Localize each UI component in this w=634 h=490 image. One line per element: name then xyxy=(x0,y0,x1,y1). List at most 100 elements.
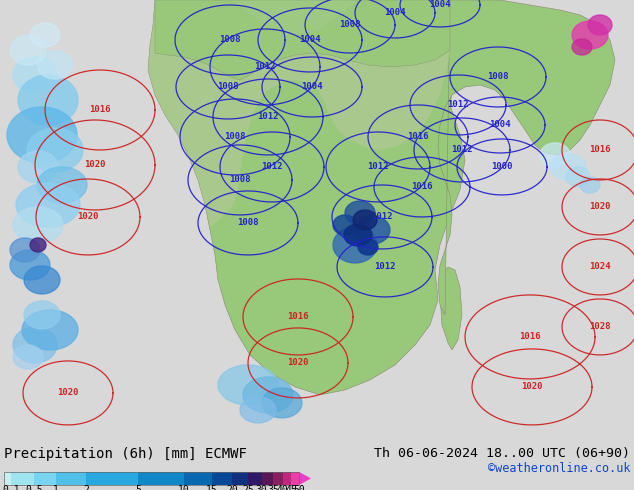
Text: 10: 10 xyxy=(178,486,190,490)
Text: 1020: 1020 xyxy=(77,213,99,221)
Text: 1008: 1008 xyxy=(219,35,241,45)
Text: 1016: 1016 xyxy=(589,146,611,154)
Bar xyxy=(4,472,299,485)
Bar xyxy=(262,472,273,485)
Bar xyxy=(34,472,56,485)
Text: 35: 35 xyxy=(267,486,279,490)
Polygon shape xyxy=(24,266,60,294)
Polygon shape xyxy=(22,310,78,350)
Text: 15: 15 xyxy=(206,486,218,490)
Text: 5: 5 xyxy=(136,486,141,490)
Text: Th 06-06-2024 18..00 UTC (06+90): Th 06-06-2024 18..00 UTC (06+90) xyxy=(374,447,630,460)
Polygon shape xyxy=(13,57,57,93)
Polygon shape xyxy=(155,0,450,80)
Polygon shape xyxy=(18,151,58,183)
Text: 1020: 1020 xyxy=(287,358,309,368)
Polygon shape xyxy=(243,377,293,413)
Polygon shape xyxy=(345,201,375,225)
Text: 1008: 1008 xyxy=(339,21,361,29)
Polygon shape xyxy=(588,15,612,35)
Text: 1012: 1012 xyxy=(451,146,473,154)
Polygon shape xyxy=(16,183,80,227)
Polygon shape xyxy=(333,227,377,263)
Text: 25: 25 xyxy=(243,486,254,490)
Polygon shape xyxy=(353,210,377,230)
Text: 1016: 1016 xyxy=(287,313,309,321)
Polygon shape xyxy=(7,107,77,163)
Bar xyxy=(249,472,262,485)
Text: 1012: 1012 xyxy=(374,263,396,271)
Text: 1004: 1004 xyxy=(299,35,321,45)
Bar xyxy=(291,472,299,485)
Text: 0.5: 0.5 xyxy=(25,486,43,490)
Polygon shape xyxy=(13,327,57,363)
Text: 1016: 1016 xyxy=(411,182,433,192)
Polygon shape xyxy=(566,167,590,187)
Text: 1016: 1016 xyxy=(407,132,429,142)
Polygon shape xyxy=(13,345,43,369)
Text: 1004: 1004 xyxy=(429,0,451,9)
Polygon shape xyxy=(540,143,570,167)
Text: 1008: 1008 xyxy=(217,82,239,92)
Text: 1012: 1012 xyxy=(257,113,279,122)
Polygon shape xyxy=(24,301,60,329)
Polygon shape xyxy=(572,39,592,55)
Text: 1008: 1008 xyxy=(230,175,251,184)
Polygon shape xyxy=(10,238,40,262)
Polygon shape xyxy=(218,365,278,405)
Polygon shape xyxy=(27,128,83,172)
Polygon shape xyxy=(440,267,462,350)
Bar xyxy=(56,472,86,485)
Text: 30: 30 xyxy=(256,486,268,490)
Polygon shape xyxy=(37,167,87,203)
Text: 0.1: 0.1 xyxy=(3,486,20,490)
Text: 50: 50 xyxy=(293,486,305,490)
Polygon shape xyxy=(572,21,608,49)
Polygon shape xyxy=(148,0,450,227)
Text: 1012: 1012 xyxy=(447,100,469,109)
Polygon shape xyxy=(10,250,50,280)
Polygon shape xyxy=(344,224,372,246)
Polygon shape xyxy=(262,388,302,418)
Text: 1004: 1004 xyxy=(301,82,323,92)
Polygon shape xyxy=(30,23,60,47)
Text: 1020: 1020 xyxy=(84,160,106,170)
Text: 1016: 1016 xyxy=(89,105,111,115)
Polygon shape xyxy=(240,397,276,423)
Polygon shape xyxy=(354,216,390,244)
Text: 1012: 1012 xyxy=(367,163,389,172)
Polygon shape xyxy=(299,472,311,485)
Text: 1020: 1020 xyxy=(589,202,611,212)
Text: 1016: 1016 xyxy=(519,332,541,342)
Text: 1024: 1024 xyxy=(589,263,611,271)
Bar xyxy=(233,472,249,485)
Text: 1004: 1004 xyxy=(489,121,511,129)
Text: 1000: 1000 xyxy=(491,163,513,172)
Text: 1012: 1012 xyxy=(372,213,392,221)
Text: 1004: 1004 xyxy=(384,8,406,18)
Text: ©weatheronline.co.uk: ©weatheronline.co.uk xyxy=(488,462,630,475)
Polygon shape xyxy=(10,35,46,65)
Bar xyxy=(283,472,291,485)
Bar xyxy=(4,472,11,485)
Text: 1008: 1008 xyxy=(237,219,259,227)
Text: 1012: 1012 xyxy=(254,63,276,72)
Bar xyxy=(11,472,34,485)
Text: 1: 1 xyxy=(53,486,59,490)
Bar xyxy=(184,472,212,485)
Bar xyxy=(273,472,283,485)
Text: 1008: 1008 xyxy=(224,132,246,142)
Bar xyxy=(212,472,233,485)
Text: 1020: 1020 xyxy=(521,382,543,392)
Polygon shape xyxy=(30,238,46,252)
Text: 40: 40 xyxy=(277,486,288,490)
Polygon shape xyxy=(580,177,600,193)
Text: 1008: 1008 xyxy=(488,73,508,81)
Text: Precipitation (6h) [mm] ECMWF: Precipitation (6h) [mm] ECMWF xyxy=(4,447,247,461)
Text: 2: 2 xyxy=(84,486,89,490)
Text: 1028: 1028 xyxy=(589,322,611,331)
Polygon shape xyxy=(550,154,586,180)
Polygon shape xyxy=(333,215,357,235)
Polygon shape xyxy=(37,51,73,79)
Polygon shape xyxy=(438,0,615,315)
